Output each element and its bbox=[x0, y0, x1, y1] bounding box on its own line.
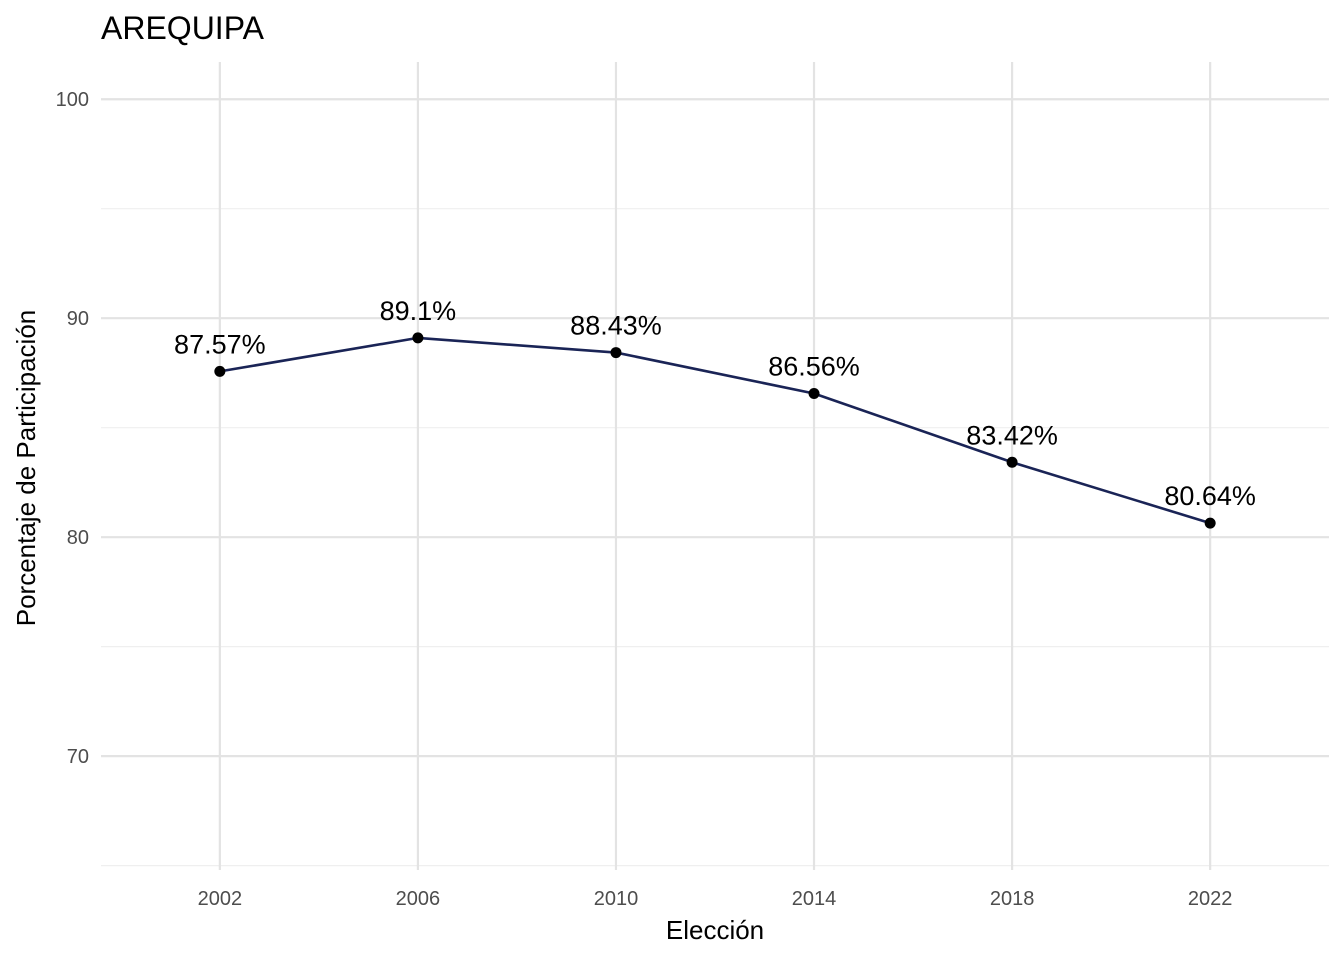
y-axis-ticks: 70 80 90 100 bbox=[56, 89, 89, 768]
data-labels: 87.57% 89.1% 88.43% 86.56% 83.42% 80.64% bbox=[174, 296, 1256, 511]
data-label: 86.56% bbox=[768, 352, 860, 382]
x-axis-ticks: 2002 2006 2010 2014 2018 2022 bbox=[198, 888, 1233, 910]
x-tick-label: 2010 bbox=[594, 888, 639, 910]
y-axis-title: Porcentaje de Participación bbox=[11, 310, 41, 627]
data-label: 83.42% bbox=[966, 420, 1058, 450]
data-label: 88.43% bbox=[570, 311, 662, 341]
data-point bbox=[214, 365, 226, 377]
x-tick-label: 2022 bbox=[1188, 888, 1233, 910]
data-point bbox=[1204, 517, 1216, 529]
x-tick-label: 2006 bbox=[396, 888, 441, 910]
data-point bbox=[808, 388, 820, 400]
chart-title: AREQUIPA bbox=[101, 10, 265, 46]
data-point bbox=[610, 347, 622, 359]
series-line bbox=[219, 336, 1211, 525]
data-label: 89.1% bbox=[380, 296, 457, 326]
data-point bbox=[412, 332, 424, 344]
y-tick-label: 80 bbox=[67, 527, 89, 549]
points-layer bbox=[214, 332, 1216, 529]
y-tick-label: 100 bbox=[56, 89, 89, 111]
grid bbox=[101, 62, 1329, 870]
data-point bbox=[1006, 456, 1018, 468]
x-tick-label: 2014 bbox=[792, 888, 837, 910]
x-axis-title: Elección bbox=[666, 915, 764, 945]
y-tick-label: 70 bbox=[67, 746, 89, 768]
x-tick-label: 2002 bbox=[198, 888, 243, 910]
x-tick-label: 2018 bbox=[990, 888, 1035, 910]
series-layer bbox=[219, 336, 1211, 525]
data-label: 87.57% bbox=[174, 329, 266, 359]
data-label: 80.64% bbox=[1164, 481, 1256, 511]
y-tick-label: 90 bbox=[67, 308, 89, 330]
